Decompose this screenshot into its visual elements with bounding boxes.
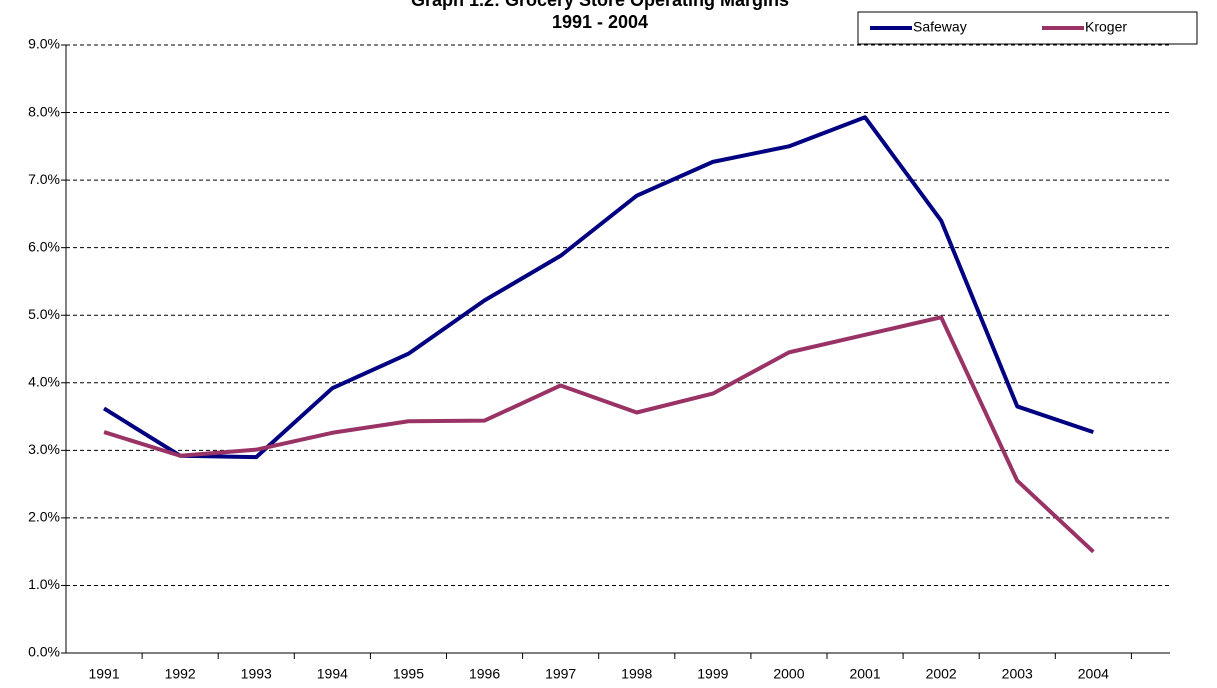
x-tick-label: 1997 [545, 666, 576, 682]
x-tick-label: 1993 [241, 666, 272, 682]
x-tick-label: 1992 [165, 666, 196, 682]
legend-label: Kroger [1085, 19, 1127, 35]
y-tick-label: 0.0% [28, 644, 60, 660]
y-tick-label: 8.0% [28, 103, 60, 119]
series-line [103, 315, 1095, 554]
y-tick-label: 1.0% [28, 576, 60, 592]
x-tick-label: 1994 [317, 666, 348, 682]
y-tick-label: 9.0% [28, 36, 60, 52]
series-line [102, 115, 1094, 460]
y-tick-label: 7.0% [28, 171, 60, 187]
x-tick-label: 1991 [88, 666, 119, 682]
chart-subtitle: 1991 - 2004 [552, 12, 648, 32]
y-tick-label: 5.0% [28, 306, 60, 322]
x-tick-label: 1995 [393, 666, 424, 682]
x-tick-label: 1998 [621, 666, 652, 682]
y-tick-label: 6.0% [28, 238, 60, 254]
chart-title: Graph 1.2: Grocery Store Operating Margi… [411, 0, 789, 10]
x-tick-label: 1996 [469, 666, 500, 682]
x-tick-label: 2004 [1078, 666, 1109, 682]
y-tick-label: 3.0% [28, 441, 60, 457]
x-tick-label: 2001 [849, 666, 880, 682]
legend-box [857, 11, 1198, 45]
x-tick-label: 2003 [1002, 666, 1033, 682]
x-tick-label: 2000 [773, 666, 804, 682]
y-tick-label: 2.0% [28, 509, 60, 525]
x-tick-label: 2002 [926, 666, 957, 682]
y-tick-label: 4.0% [28, 373, 60, 389]
x-tick-label: 1999 [697, 666, 728, 682]
legend-label: Safeway [913, 19, 967, 35]
